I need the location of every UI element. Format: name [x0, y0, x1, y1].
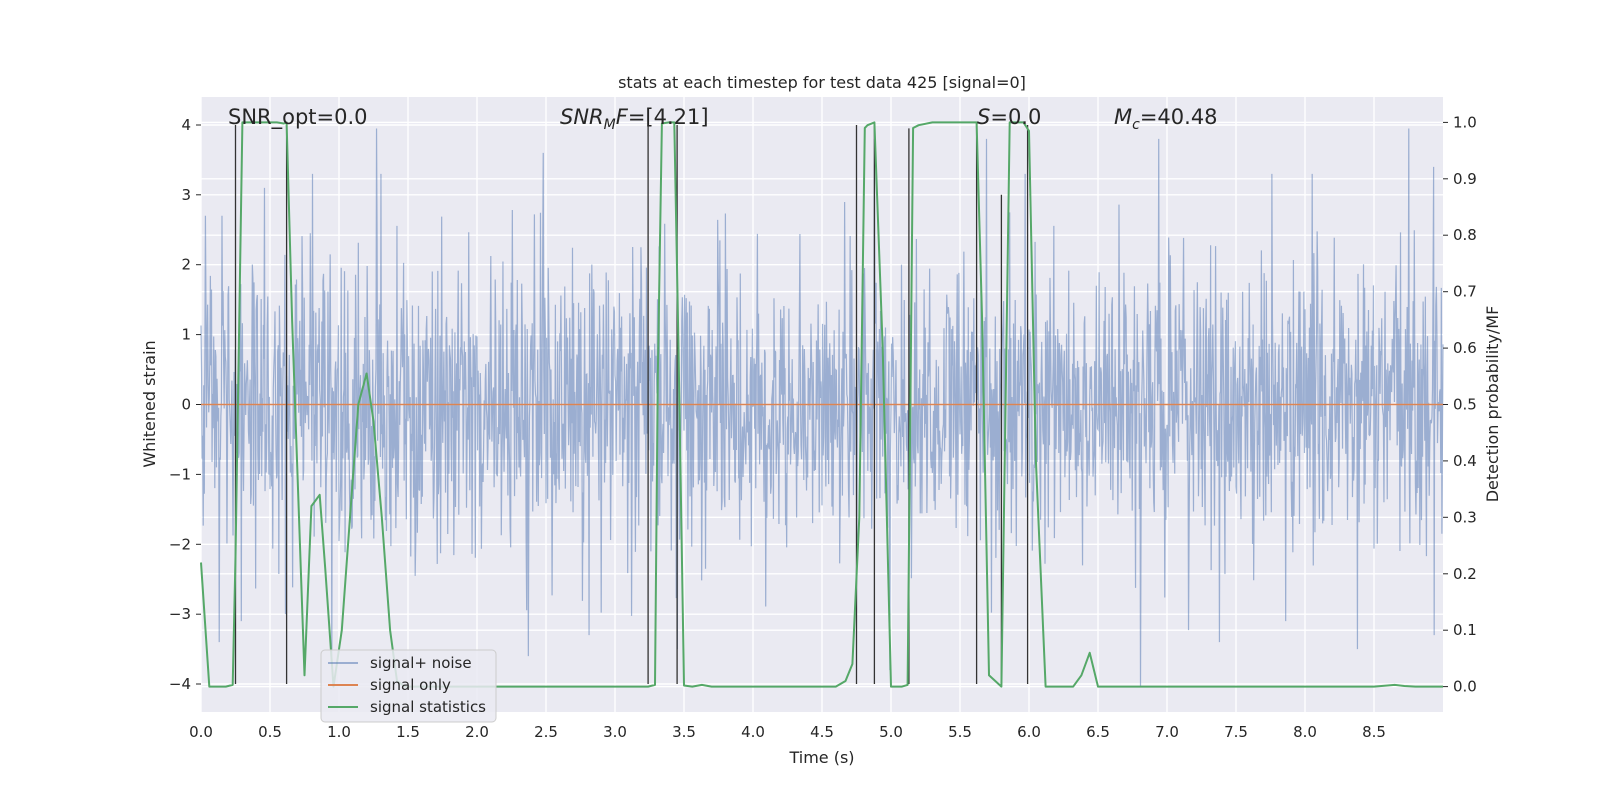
annotation-snr-mf-base: SNR [560, 105, 604, 129]
y-tick-label: −2 [169, 535, 191, 553]
annotation-s-base: S [977, 105, 990, 129]
x-tick-label: 5.5 [948, 723, 972, 741]
y-tick-label: 3 [181, 186, 191, 204]
x-axis-ticks: 0.0 0.5 1.0 1.5 2.0 2.5 3.0 3.5 4.0 4.5 5.0 5.5 6.0 6… [189, 723, 1386, 741]
legend-label-signal-noise: signal+ noise [370, 654, 472, 672]
y-axis-label: Whitened strain [140, 340, 159, 467]
y2-tick-label: 0.9 [1453, 170, 1477, 188]
x-tick-label: 1.0 [327, 723, 351, 741]
x-tick-label: 5.0 [879, 723, 903, 741]
x-tick-label: 7.0 [1155, 723, 1179, 741]
y2-tick-label: 0.8 [1453, 226, 1477, 244]
x-tick-label: 6.0 [1017, 723, 1041, 741]
x-tick-label: 4.0 [741, 723, 765, 741]
x-tick-label: 7.5 [1224, 723, 1248, 741]
x-tick-label: 6.5 [1086, 723, 1110, 741]
x-tick-label: 8.5 [1362, 723, 1386, 741]
y-tick-label: −3 [169, 605, 191, 623]
y-tick-label: 2 [181, 256, 191, 274]
y-tick-label: 1 [181, 326, 191, 344]
annotation-s-value: =0.0 [990, 105, 1041, 129]
x-tick-label: 2.5 [534, 723, 558, 741]
y2-tick-label: 0.3 [1453, 508, 1477, 526]
annotation-snr-mf: SNRMF=[4.21] [560, 105, 709, 133]
chart-title: stats at each timestep for test data 425… [618, 73, 1026, 92]
y2-tick-label: 0.2 [1453, 565, 1477, 583]
y2-tick-label: 0.1 [1453, 621, 1477, 639]
y2-tick-label: 0.4 [1453, 452, 1477, 470]
annotation-mc-value: =40.48 [1140, 105, 1218, 129]
signal-statistics-line [200, 121, 1443, 688]
annotation-s: S=0.0 [977, 105, 1041, 129]
legend: signal+ noise signal only signal statist… [320, 649, 497, 723]
x-axis-label: Time (s) [788, 748, 854, 767]
series-signal-statistics [200, 121, 1443, 688]
annotation-mc-sub: c [1132, 117, 1140, 133]
x-tick-label: 0.5 [258, 723, 282, 741]
x-tick-label: 2.0 [465, 723, 489, 741]
x-tick-label: 8.0 [1293, 723, 1317, 741]
y2-axis-label: Detection probability/MF [1483, 306, 1502, 503]
y2-tick-label: 0.0 [1453, 678, 1477, 696]
annotation-mc: Mc=40.48 [1114, 105, 1218, 133]
x-tick-label: 0.0 [189, 723, 213, 741]
y2-tick-label: 0.7 [1453, 283, 1477, 301]
x-tick-label: 4.5 [810, 723, 834, 741]
y2-tick-label: 1.0 [1453, 113, 1477, 131]
event-markers [234, 125, 1029, 684]
legend-label-signal-statistics: signal statistics [370, 698, 486, 716]
y2-axis-ticks: 1.0 0.9 0.8 0.7 0.6 0.5 0.4 0.3 0.2 0.1 0.0 [1443, 113, 1477, 696]
x-tick-label: 3.0 [603, 723, 627, 741]
noise-trace [200, 128, 1444, 688]
y-axis-ticks: 4 3 2 1 0 −1 −2 −3 −4 [169, 116, 201, 693]
y-tick-label: −1 [169, 465, 191, 483]
x-tick-label: 1.5 [396, 723, 420, 741]
annotation-snr-opt: SNR_opt=0.0 [228, 105, 368, 130]
annotation-snr-mf-tail: F [616, 105, 629, 129]
legend-label-signal-only: signal only [370, 676, 451, 694]
series-signal-noise [200, 128, 1444, 688]
y2-tick-label: 0.6 [1453, 339, 1477, 357]
y-tick-label: −4 [169, 675, 191, 693]
y-tick-label: 4 [181, 116, 191, 134]
annotation-mc-base: M [1114, 105, 1132, 129]
y2-tick-label: 0.5 [1453, 396, 1477, 414]
x-tick-label: 3.5 [672, 723, 696, 741]
annotation-snr-mf-value: =[4.21] [628, 105, 709, 129]
annotations: SNR_opt=0.0 SNRMF=[4.21] S=0.0 Mc=40.48 [228, 105, 1218, 133]
y-tick-label: 0 [181, 396, 191, 414]
annotation-snr-mf-sub: M [604, 117, 616, 133]
legend-box [320, 649, 497, 723]
